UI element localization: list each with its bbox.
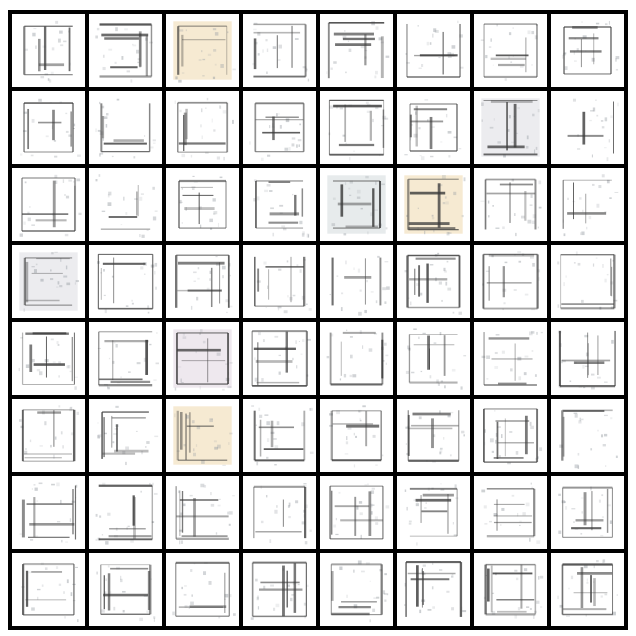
grid-tile — [89, 245, 162, 318]
grid-tile — [89, 168, 162, 241]
grid-tile — [474, 245, 547, 318]
grid-tile — [12, 91, 85, 164]
grid-tile — [12, 14, 85, 87]
grid-tile — [474, 476, 547, 549]
grid-tile — [474, 168, 547, 241]
grid-tile — [397, 399, 470, 472]
grid-tile — [89, 91, 162, 164]
grid-tile — [166, 168, 239, 241]
grid-tile — [551, 91, 624, 164]
grid-tile — [474, 14, 547, 87]
grid-tile — [397, 91, 470, 164]
grid-tile — [320, 168, 393, 241]
grid-tile — [243, 14, 316, 87]
grid-tile — [89, 14, 162, 87]
grid-tile — [551, 476, 624, 549]
grid-tile — [320, 399, 393, 472]
grid-tile — [166, 91, 239, 164]
grid-tile — [397, 322, 470, 395]
grid-tile — [551, 14, 624, 87]
grid-tile — [89, 476, 162, 549]
grid-tile — [12, 553, 85, 626]
grid-tile — [243, 476, 316, 549]
grid-tile — [12, 399, 85, 472]
grid-tile — [474, 553, 547, 626]
grid-tile — [89, 322, 162, 395]
grid-tile — [12, 476, 85, 549]
grid-tile — [166, 399, 239, 472]
sample-grid-canvas — [12, 14, 624, 626]
grid-tile — [474, 322, 547, 395]
grid-tile — [166, 245, 239, 318]
grid-tile — [551, 245, 624, 318]
grid-tile — [243, 245, 316, 318]
grid-tile — [166, 553, 239, 626]
grid-tile — [320, 322, 393, 395]
grid-tile — [474, 399, 547, 472]
grid-tile — [243, 91, 316, 164]
grid-tile — [320, 476, 393, 549]
grid-tile — [397, 553, 470, 626]
grid-tile — [166, 322, 239, 395]
grid-tile — [397, 476, 470, 549]
grid-tile — [397, 14, 470, 87]
grid-tile — [320, 553, 393, 626]
grid-tile — [243, 553, 316, 626]
grid-tile — [12, 322, 85, 395]
grid-tile — [397, 245, 470, 318]
grid-tile — [320, 245, 393, 318]
grid-tile — [243, 399, 316, 472]
grid-tile — [12, 168, 85, 241]
grid-tile — [12, 245, 85, 318]
grid-tile — [243, 322, 316, 395]
grid-tile — [551, 168, 624, 241]
grid-tile — [551, 399, 624, 472]
grid-tile — [89, 553, 162, 626]
grid-tile — [397, 168, 470, 241]
grid-tile — [320, 14, 393, 87]
grid-tile — [474, 91, 547, 164]
grid-tile — [243, 168, 316, 241]
grid-tile — [551, 553, 624, 626]
grid-tile — [89, 399, 162, 472]
grid-tile — [166, 14, 239, 87]
grid-tile — [166, 476, 239, 549]
grid-tile — [320, 91, 393, 164]
grid-tile — [551, 322, 624, 395]
sample-grid — [8, 10, 628, 630]
